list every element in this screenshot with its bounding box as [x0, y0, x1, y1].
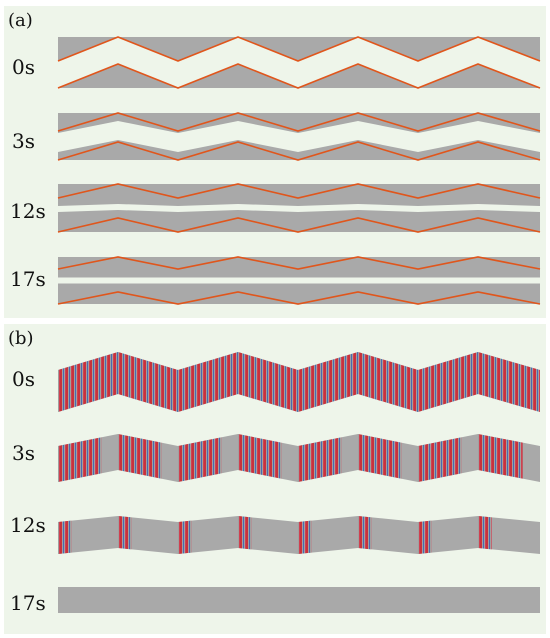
gap-a2: [58, 204, 540, 212]
gap-a1: [58, 121, 540, 152]
stripes-b1-6: [418, 437, 462, 482]
strip-b3: [58, 587, 540, 613]
interface-upper-a2: [57, 183, 541, 199]
strip-a2: [57, 183, 541, 233]
interface-lower-a1: [57, 141, 541, 161]
stripes-b1-5: [358, 434, 402, 479]
interface-lower-a2: [57, 217, 541, 233]
section-b-label: (b): [8, 328, 34, 349]
gap-a3: [58, 277, 540, 284]
stripes-b1-4: [298, 437, 342, 482]
material-b3: [58, 587, 540, 613]
stripes-b2-3: [238, 516, 252, 550]
interface-upper-a1: [57, 112, 541, 132]
row-a2-time: 12s: [10, 199, 46, 223]
stripes-b1-3: [238, 434, 282, 479]
stripes-b0-6: [418, 352, 478, 412]
stripes-b1-0: [58, 437, 102, 482]
strip-b2: [58, 516, 540, 554]
strip-b1: [58, 434, 540, 482]
stripes-b0-3: [238, 352, 298, 412]
strip-a1: [57, 112, 541, 161]
section-a-strips: [57, 36, 541, 305]
row-b3-time: 17s: [10, 591, 46, 615]
stripes-b0-7: [478, 352, 540, 412]
strip-a0: [57, 36, 541, 89]
stripes-b2-4: [298, 520, 312, 554]
interface-lower-a0: [57, 63, 541, 89]
stripes-b0-0: [58, 352, 118, 412]
interface-upper-a0: [57, 36, 541, 62]
interface-upper-a3: [57, 256, 541, 270]
row-b1-time: 3s: [12, 441, 35, 465]
row-a0-time: 0s: [12, 55, 35, 79]
interface-lower-a3: [57, 291, 541, 305]
stripes-b1-7: [478, 434, 523, 479]
stripes-b2-5: [358, 516, 372, 550]
stripes-b2-1: [118, 516, 132, 550]
stripes-b0-5: [358, 352, 418, 412]
strip-b0: [58, 352, 540, 412]
strip-a3: [57, 256, 541, 305]
row-a1-time: 3s: [12, 129, 35, 153]
stripes-b2-2: [178, 520, 192, 554]
stripes-b1-1: [118, 434, 162, 479]
stripes-b0-4: [298, 352, 358, 412]
row-b2-time: 12s: [10, 513, 46, 537]
section-b-strips: [58, 352, 540, 613]
stripes-b2-6: [418, 520, 432, 554]
stripes-b1-2: [178, 437, 222, 482]
stripes-b0-1: [118, 352, 178, 412]
stripes-b2-7: [478, 516, 492, 550]
row-b0-time: 0s: [12, 367, 35, 391]
stripes-b0-2: [178, 352, 238, 412]
stripes-b2-0: [58, 520, 72, 554]
gap-a0: [58, 37, 540, 88]
row-a3-time: 17s: [10, 267, 46, 291]
section-a-label: (a): [8, 10, 33, 31]
